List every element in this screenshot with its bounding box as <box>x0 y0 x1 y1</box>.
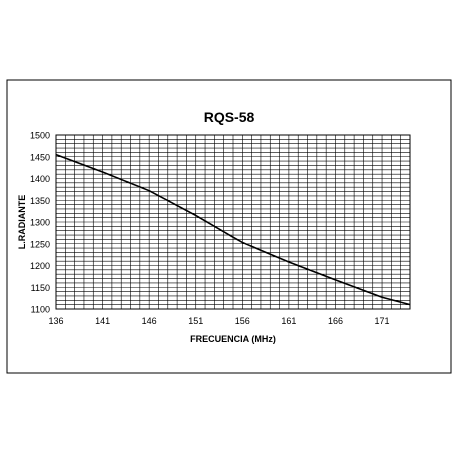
y-tick-label: 1500 <box>30 131 50 141</box>
x-tick-label: 146 <box>142 316 157 326</box>
series-layer <box>55 153 411 306</box>
y-tick-label: 1350 <box>30 196 50 206</box>
x-tick-label: 136 <box>48 316 63 326</box>
x-tick-labels: 136 141 146 151 156 161 166 171 <box>48 316 389 326</box>
x-tick-label: 141 <box>95 316 110 326</box>
plot-area-border <box>55 134 411 310</box>
y-tick-label: 1400 <box>30 174 50 184</box>
x-tick-label: 166 <box>328 316 343 326</box>
y-tick-label: 1150 <box>31 283 50 293</box>
y-tick-labels: 1500 1450 1400 1350 1300 1250 1200 1150 1100 <box>30 131 50 315</box>
y-tick-label: 1100 <box>31 305 50 315</box>
grid <box>56 135 410 309</box>
x-tick-label: 151 <box>188 316 203 326</box>
y-tick-label: 1200 <box>30 261 50 271</box>
chart-title: RQS-58 <box>204 109 255 125</box>
y-axis-label: L.RADIANTE <box>17 195 27 250</box>
x-tick-label: 171 <box>375 316 390 326</box>
y-tick-label: 1300 <box>30 218 50 228</box>
y-tick-label: 1250 <box>30 239 50 249</box>
x-tick-label: 156 <box>235 316 250 326</box>
y-tick-label: 1450 <box>30 152 50 162</box>
x-axis-label: FRECUENCIA (MHz) <box>190 334 276 344</box>
series-line-1 <box>55 153 411 306</box>
x-tick-label: 161 <box>281 316 296 326</box>
